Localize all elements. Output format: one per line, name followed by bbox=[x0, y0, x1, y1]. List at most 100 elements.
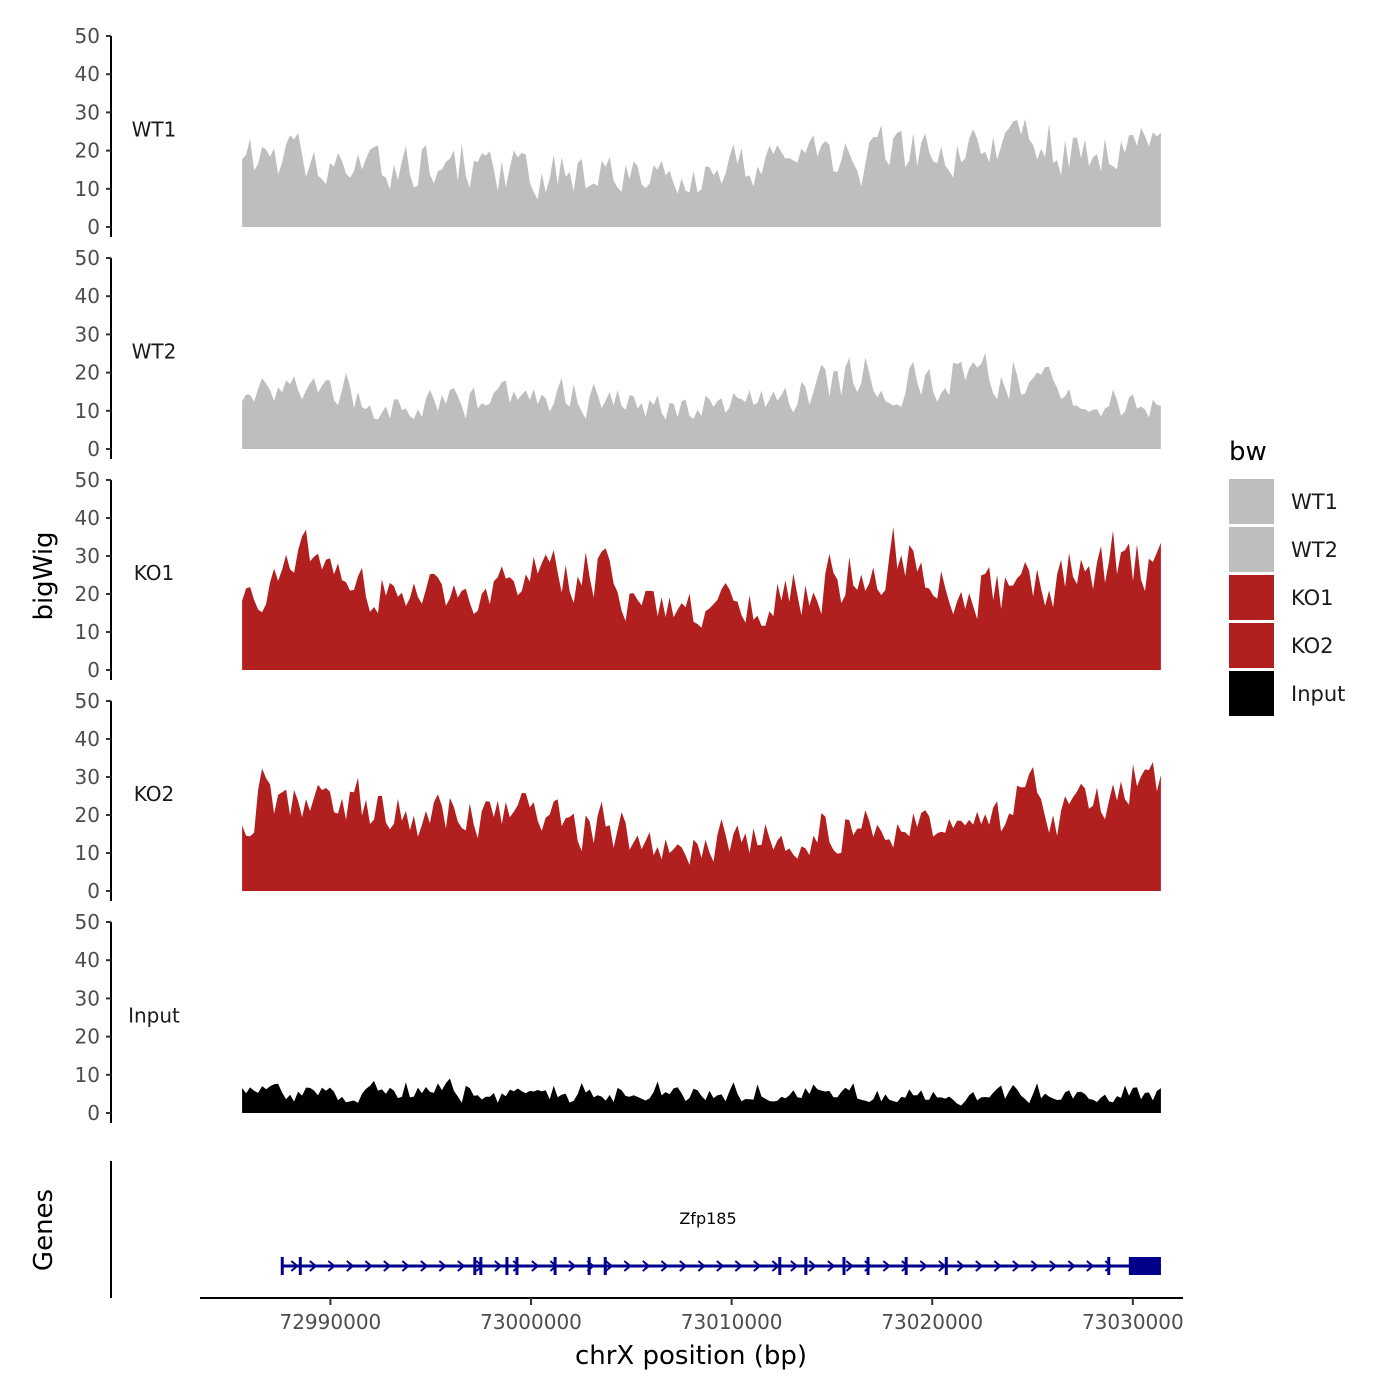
coverage-area-wt2 bbox=[242, 352, 1161, 449]
coverage-area-wt1 bbox=[242, 118, 1161, 227]
legend-label-wt2: WT2 bbox=[1291, 538, 1338, 562]
y-tick-label: 30 bbox=[75, 765, 100, 789]
strand-arrow bbox=[901, 1260, 910, 1272]
y-tick-label: 10 bbox=[75, 620, 100, 644]
y-tick-label: 20 bbox=[75, 139, 100, 163]
y-tick-label: 0 bbox=[87, 1101, 100, 1125]
track-ko2: 0 10 20 30 40 50 KO2 bbox=[75, 689, 1161, 903]
strand-arrow bbox=[512, 1260, 521, 1272]
strand-arrow bbox=[364, 1260, 373, 1272]
legend-title: bw bbox=[1229, 437, 1267, 467]
legend-key-wt1 bbox=[1229, 479, 1274, 524]
y-tick-label: 10 bbox=[75, 399, 100, 423]
y-axis-title: bigWig bbox=[29, 531, 59, 620]
coverage-area-ko2 bbox=[242, 762, 1161, 891]
legend-key-ko2 bbox=[1229, 623, 1274, 668]
y-tick-label: 50 bbox=[75, 468, 100, 492]
coverage-area-ko1 bbox=[242, 527, 1161, 670]
strand-arrow bbox=[956, 1260, 965, 1272]
strand-arrow bbox=[1012, 1260, 1021, 1272]
coverage-area-input bbox=[242, 1078, 1161, 1113]
y-tick-label: 20 bbox=[75, 361, 100, 385]
y-tick-label: 0 bbox=[87, 658, 100, 682]
y-tick-label: 20 bbox=[75, 582, 100, 606]
strand-arrow bbox=[290, 1260, 299, 1272]
strand-arrow bbox=[716, 1260, 725, 1272]
legend-key-input bbox=[1229, 671, 1274, 716]
strand-arrow bbox=[383, 1260, 392, 1272]
strand-arrow bbox=[438, 1260, 447, 1272]
legend-label-ko1: KO1 bbox=[1291, 586, 1334, 610]
strand-arrow bbox=[401, 1260, 410, 1272]
strand-arrow bbox=[568, 1260, 577, 1272]
strand-arrow bbox=[975, 1260, 984, 1272]
y-tick-label: 40 bbox=[75, 727, 100, 751]
y-tick-label: 0 bbox=[87, 437, 100, 461]
y-tick-label: 50 bbox=[75, 24, 100, 48]
strand-arrow bbox=[1030, 1260, 1039, 1272]
y-tick-label: 40 bbox=[75, 284, 100, 308]
legend-label-ko2: KO2 bbox=[1291, 634, 1334, 658]
track-label-ko1: KO1 bbox=[134, 561, 175, 585]
x-axis-title: chrX position (bp) bbox=[575, 1341, 807, 1371]
strand-arrow bbox=[327, 1260, 336, 1272]
y-tick-label: 40 bbox=[75, 506, 100, 530]
track-label-input: Input bbox=[128, 1004, 180, 1028]
genes-axis-title: Genes bbox=[29, 1189, 59, 1271]
gene-model bbox=[280, 1257, 1161, 1275]
y-tick-label: 30 bbox=[75, 322, 100, 346]
y-tick-label: 0 bbox=[87, 215, 100, 239]
strand-arrow bbox=[346, 1260, 355, 1272]
strand-arrow bbox=[1049, 1260, 1058, 1272]
strand-arrow bbox=[494, 1260, 503, 1272]
strand-arrow bbox=[845, 1260, 854, 1272]
y-tick-label: 40 bbox=[75, 62, 100, 86]
y-tick-label: 30 bbox=[75, 100, 100, 124]
strand-arrow bbox=[660, 1260, 669, 1272]
strand-arrow bbox=[1067, 1260, 1076, 1272]
strand-arrow bbox=[457, 1260, 466, 1272]
legend-key-ko1 bbox=[1229, 575, 1274, 620]
strand-arrow bbox=[420, 1260, 429, 1272]
strand-arrow bbox=[605, 1260, 614, 1272]
track-wt1: 0 10 20 30 40 50 WT1 bbox=[75, 24, 1161, 239]
y-tick-label: 50 bbox=[75, 689, 100, 713]
track-wt2: 0 10 20 30 40 50 WT2 bbox=[75, 246, 1161, 461]
strand-arrow bbox=[531, 1260, 540, 1272]
y-tick-label: 0 bbox=[87, 879, 100, 903]
legend-label-wt1: WT1 bbox=[1291, 490, 1338, 514]
y-tick-label: 50 bbox=[75, 246, 100, 270]
y-tick-label: 50 bbox=[75, 910, 100, 934]
y-tick-label: 10 bbox=[75, 177, 100, 201]
legend-label-input: Input bbox=[1291, 682, 1345, 706]
y-tick-label: 10 bbox=[75, 1063, 100, 1087]
gene-track-panel: Genes Zfp185 bbox=[29, 1161, 1161, 1298]
legend: bw WT1 WT2 KO1 KO2 Input bbox=[1229, 437, 1345, 716]
legend-key-wt2 bbox=[1229, 527, 1274, 572]
strand-arrow bbox=[993, 1260, 1002, 1272]
strand-arrow bbox=[753, 1260, 762, 1272]
strand-arrow bbox=[679, 1260, 688, 1272]
strand-arrow bbox=[623, 1260, 632, 1272]
track-label-wt2: WT2 bbox=[132, 340, 177, 364]
y-tick-label: 10 bbox=[75, 841, 100, 865]
x-tick-label: 73020000 bbox=[881, 1310, 983, 1334]
y-tick-label: 30 bbox=[75, 544, 100, 568]
y-tick-label: 30 bbox=[75, 986, 100, 1010]
y-tick-label: 20 bbox=[75, 803, 100, 827]
strand-arrow bbox=[1086, 1260, 1095, 1272]
x-tick-label: 72990000 bbox=[279, 1310, 381, 1334]
strand-arrow bbox=[697, 1260, 706, 1272]
strand-arrow bbox=[790, 1260, 799, 1272]
y-tick-label: 20 bbox=[75, 1025, 100, 1049]
strand-arrow bbox=[827, 1260, 836, 1272]
x-tick-label: 73030000 bbox=[1082, 1310, 1184, 1334]
coverage-tracks: 0 10 20 30 40 50 WT1 0 10 20 30 40 50 WT2 0 10 20 30 40 50 K… bbox=[75, 24, 1161, 1125]
track-label-ko2: KO2 bbox=[134, 782, 175, 806]
strand-arrow bbox=[919, 1260, 928, 1272]
x-tick-label: 73010000 bbox=[681, 1310, 783, 1334]
x-axis: chrX position (bp) 72990000 73000000 73010… bbox=[200, 1297, 1184, 1371]
strand-arrow bbox=[808, 1260, 817, 1272]
strand-arrow bbox=[642, 1260, 651, 1272]
